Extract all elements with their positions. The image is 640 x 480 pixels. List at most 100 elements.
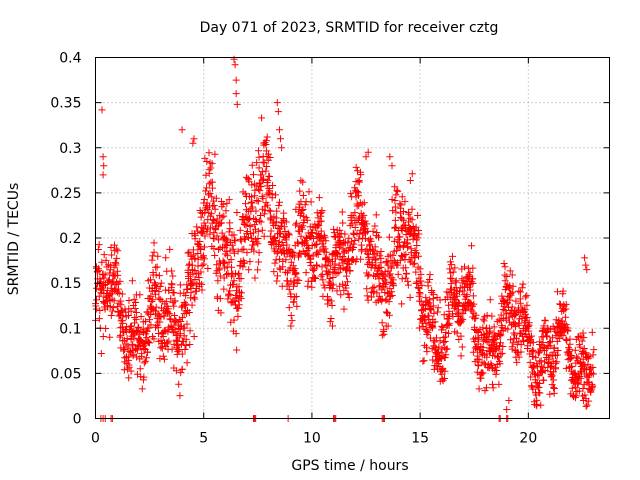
data-point (398, 193, 406, 201)
data-point (583, 266, 591, 274)
data-point (226, 225, 234, 233)
chart-title: Day 071 of 2023, SRMTID for receiver czt… (200, 20, 499, 36)
data-point (351, 209, 359, 217)
x-axis-label: GPS time / hours (291, 458, 408, 474)
data-point (208, 184, 216, 192)
data-point (182, 335, 190, 343)
data-point (155, 288, 163, 296)
data-point (182, 342, 190, 350)
data-point (113, 303, 121, 311)
data-point (150, 335, 158, 343)
data-point (182, 291, 190, 299)
data-point (147, 321, 155, 329)
data-point (397, 201, 405, 209)
data-point (310, 274, 318, 282)
data-point (237, 275, 245, 283)
data-point (562, 300, 570, 308)
data-point (252, 207, 260, 215)
x-tick-label: 10 (303, 431, 321, 447)
data-point (444, 321, 452, 328)
data-point (313, 262, 321, 270)
data-point (574, 378, 582, 386)
data-point (506, 296, 514, 304)
data-point (226, 247, 234, 255)
data-point (150, 248, 158, 256)
data-point (230, 249, 238, 257)
data-point (115, 289, 123, 297)
y-tick-label: 0.1 (59, 321, 81, 337)
data-point (132, 299, 140, 307)
data-point (276, 198, 284, 206)
data-point (573, 353, 581, 361)
data-point (533, 360, 541, 368)
data-point (143, 354, 151, 362)
data-point (175, 345, 183, 353)
data-point (284, 229, 292, 237)
data-point (479, 369, 487, 377)
data-point (201, 232, 209, 240)
data-point (153, 284, 161, 292)
data-point (264, 177, 272, 185)
data-point (511, 323, 519, 331)
data-point (93, 296, 100, 304)
data-point (235, 301, 243, 309)
data-point (290, 293, 298, 301)
data-point (189, 246, 197, 254)
data-point (371, 243, 379, 251)
data-point (260, 232, 268, 240)
data-point (260, 175, 268, 183)
data-point (485, 329, 493, 337)
data-point (451, 278, 459, 286)
data-point (509, 288, 517, 296)
data-point (526, 359, 534, 367)
data-point (195, 274, 203, 282)
data-point (548, 334, 556, 342)
data-point (272, 191, 280, 199)
data-point (398, 300, 406, 308)
data-point (510, 319, 518, 327)
data-point (185, 309, 193, 317)
data-point (500, 297, 508, 305)
data-point (118, 290, 126, 298)
y-tick-label: 0.2 (59, 231, 81, 247)
data-point (322, 248, 330, 256)
data-point (508, 345, 516, 353)
data-point (138, 385, 146, 393)
data-point (326, 274, 334, 282)
data-point (251, 221, 259, 229)
data-point (125, 374, 133, 382)
data-point (402, 264, 410, 272)
data-point (302, 234, 310, 242)
data-point (400, 251, 408, 259)
data-point (135, 323, 143, 331)
data-point (564, 327, 572, 335)
data-point (563, 336, 571, 344)
y-tick-label: 0 (73, 412, 82, 428)
data-point (336, 226, 344, 234)
data-point (208, 160, 216, 168)
data-point (99, 171, 107, 179)
data-point (292, 270, 300, 278)
data-point (227, 256, 235, 264)
data-point (322, 267, 330, 275)
data-point (308, 229, 316, 237)
data-point (562, 364, 570, 372)
data-point (474, 334, 482, 342)
data-point (354, 192, 362, 200)
data-point (233, 209, 241, 217)
data-point (190, 135, 198, 143)
x-tick-label: 5 (199, 431, 208, 447)
data-point (217, 309, 225, 317)
data-point (107, 312, 115, 320)
data-point (164, 339, 172, 347)
data-point (505, 396, 513, 404)
data-point (285, 231, 293, 239)
data-point (364, 296, 372, 304)
data-point (582, 261, 590, 269)
data-point (360, 211, 368, 219)
data-point (402, 231, 410, 239)
data-point (329, 322, 336, 330)
data-point (396, 256, 404, 264)
data-point (369, 247, 377, 255)
data-point (500, 259, 508, 267)
